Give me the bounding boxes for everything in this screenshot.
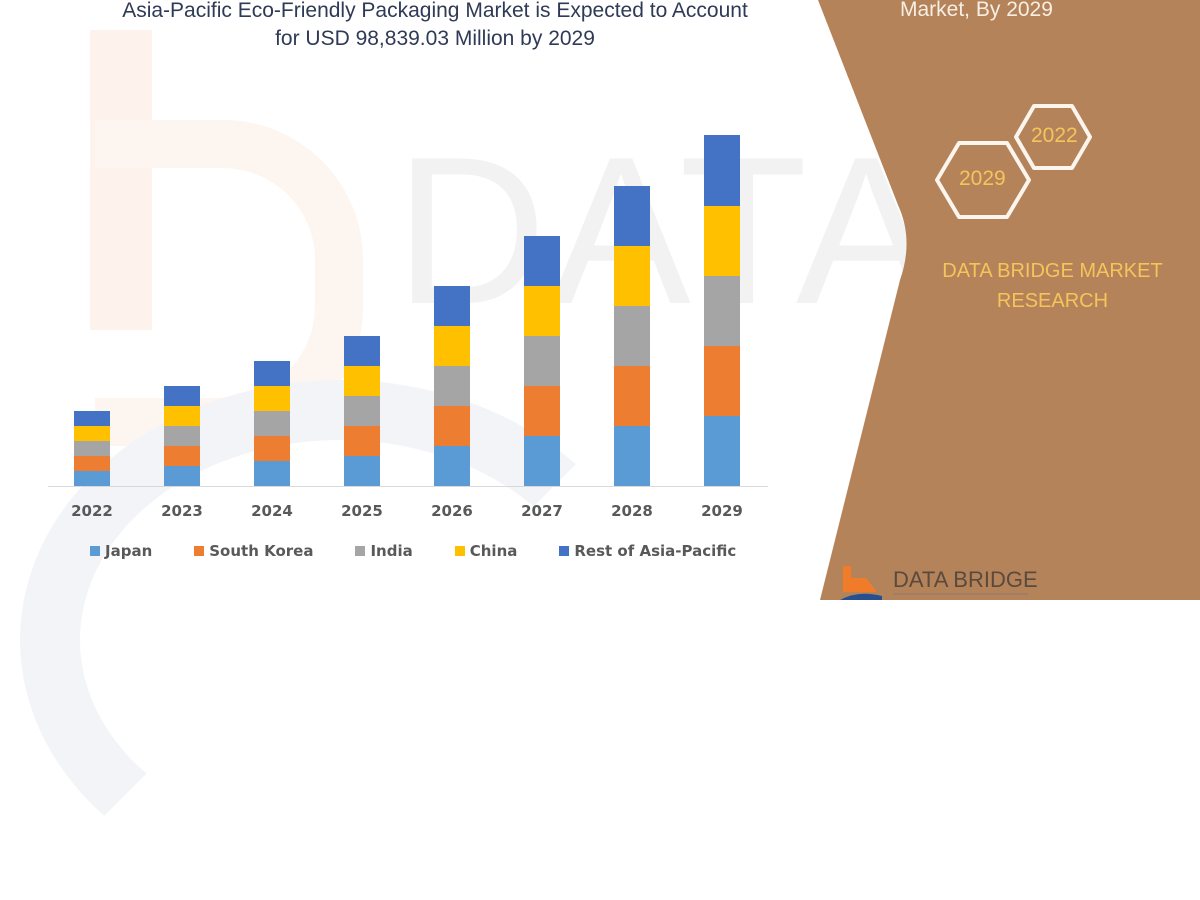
hexagon-2029-icon bbox=[935, 141, 1031, 219]
legend-item-south-korea: South Korea bbox=[194, 542, 313, 560]
bar-segment-india bbox=[704, 276, 740, 346]
legend-swatch-icon bbox=[90, 546, 100, 556]
x-tick-label: 2029 bbox=[701, 502, 743, 520]
legend-swatch-icon bbox=[454, 546, 465, 556]
bar-2024 bbox=[254, 361, 290, 486]
bar-segment-japan bbox=[614, 426, 650, 486]
bar-2026 bbox=[434, 286, 470, 486]
legend-swatch-icon bbox=[355, 546, 366, 556]
bar-segment-rest-of-asia-pacific bbox=[344, 336, 380, 366]
x-tick-label: 2023 bbox=[161, 502, 203, 520]
bar-segment-india bbox=[254, 411, 290, 436]
bar-segment-china bbox=[434, 326, 470, 366]
bar-segment-india bbox=[74, 441, 110, 456]
data-bridge-logo-icon bbox=[840, 566, 882, 600]
bar-segment-china bbox=[164, 406, 200, 426]
bar-segment-rest-of-asia-pacific bbox=[254, 361, 290, 386]
bar-2022 bbox=[74, 411, 110, 486]
x-tick-label: 2027 bbox=[521, 502, 563, 520]
chart-title: Asia-Pacific Eco-Friendly Packaging Mark… bbox=[60, 0, 810, 53]
x-tick-label: 2025 bbox=[341, 502, 383, 520]
chart-title-line1: Asia-Pacific Eco-Friendly Packaging Mark… bbox=[122, 0, 748, 22]
hexagon-2029-label: 2029 bbox=[959, 167, 1006, 190]
hexagon-2022-label: 2022 bbox=[1031, 124, 1078, 147]
x-axis-line bbox=[48, 486, 768, 487]
bar-segment-china bbox=[254, 386, 290, 411]
brand-name: DATA BRIDGE MARKET RESEARCH bbox=[915, 256, 1190, 316]
legend-item-japan: Japan bbox=[90, 542, 152, 560]
bar-2027 bbox=[524, 236, 560, 486]
bar-segment-south-korea bbox=[254, 436, 290, 461]
bar-segment-rest-of-asia-pacific bbox=[434, 286, 470, 326]
bar-segment-south-korea bbox=[344, 426, 380, 456]
x-tick-label: 2026 bbox=[431, 502, 473, 520]
legend-label: Japan bbox=[105, 542, 153, 560]
bar-segment-india bbox=[164, 426, 200, 446]
bar-segment-rest-of-asia-pacific bbox=[524, 236, 560, 286]
legend-item-rest-of-asia-pacific: Rest of Asia-Pacific bbox=[559, 542, 736, 560]
bar-segment-rest-of-asia-pacific bbox=[704, 135, 740, 206]
bar-segment-south-korea bbox=[434, 406, 470, 446]
bar-segment-japan bbox=[74, 471, 110, 486]
bar-2029 bbox=[704, 135, 740, 486]
bar-2028 bbox=[614, 186, 650, 486]
bar-segment-china bbox=[344, 366, 380, 396]
x-tick-label: 2022 bbox=[71, 502, 113, 520]
legend-label: Rest of Asia-Pacific bbox=[574, 542, 737, 560]
legend-label: South Korea bbox=[209, 542, 314, 560]
bar-segment-rest-of-asia-pacific bbox=[164, 386, 200, 406]
chart-legend: Japan South Korea India China Rest of Asia-P… bbox=[90, 540, 778, 562]
bar-segment-south-korea bbox=[524, 386, 560, 436]
infographic: DATA BRIDGE Asia-Pacific Eco-Friendly Pa… bbox=[20, 0, 1200, 900]
x-tick-label: 2028 bbox=[611, 502, 653, 520]
bar-segment-south-korea bbox=[164, 446, 200, 466]
brand-line1: DATA BRIDGE MARKET bbox=[942, 260, 1163, 282]
bar-segment-india bbox=[434, 366, 470, 406]
bar-segment-rest-of-asia-pacific bbox=[614, 186, 650, 246]
brand-line2: RESEARCH bbox=[996, 290, 1109, 312]
chart-title-line2: for USD 98,839.03 Million by 2029 bbox=[275, 27, 595, 50]
x-tick-label: 2024 bbox=[251, 502, 293, 520]
bar-segment-india bbox=[344, 396, 380, 426]
bar-2025 bbox=[344, 336, 380, 486]
side-panel-shape bbox=[818, 0, 1200, 600]
bar-segment-india bbox=[524, 336, 560, 386]
bar-segment-japan bbox=[164, 466, 200, 486]
legend-item-china: China bbox=[454, 542, 518, 560]
logo-text: DATA BRIDGE bbox=[893, 567, 1038, 592]
bar-segment-china bbox=[614, 246, 650, 306]
legend-swatch-icon bbox=[194, 546, 205, 556]
legend-label: India bbox=[370, 542, 413, 560]
bar-segment-india bbox=[614, 306, 650, 366]
legend-label: China bbox=[469, 542, 518, 560]
bar-segment-south-korea bbox=[704, 346, 740, 416]
hexagon-2022-icon bbox=[1014, 104, 1092, 170]
bar-segment-japan bbox=[434, 446, 470, 486]
side-panel-subtitle: Market, By 2029 bbox=[900, 0, 1053, 21]
bar-segment-rest-of-asia-pacific bbox=[74, 411, 110, 426]
bar-segment-japan bbox=[704, 416, 740, 486]
legend-swatch-icon bbox=[559, 546, 570, 556]
bar-segment-china bbox=[524, 286, 560, 336]
bar-segment-japan bbox=[524, 436, 560, 486]
bar-2023 bbox=[164, 386, 200, 486]
legend-item-india: India bbox=[355, 542, 413, 560]
bar-segment-china bbox=[74, 426, 110, 441]
bar-segment-japan bbox=[254, 461, 290, 486]
bar-segment-japan bbox=[344, 456, 380, 486]
bar-segment-china bbox=[704, 206, 740, 276]
bar-segment-south-korea bbox=[74, 456, 110, 471]
bar-segment-south-korea bbox=[614, 366, 650, 426]
